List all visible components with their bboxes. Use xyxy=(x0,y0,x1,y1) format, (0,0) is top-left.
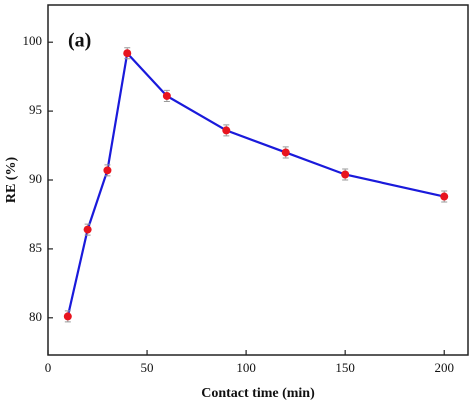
data-point xyxy=(222,126,231,135)
series-line xyxy=(66,50,445,317)
data-point xyxy=(162,91,171,100)
plot-frame xyxy=(47,4,469,356)
y-tick-label: 90 xyxy=(29,171,42,186)
x-tick-label: 50 xyxy=(141,360,154,375)
x-axis-label: Contact time (min) xyxy=(201,386,315,401)
x-tick-label: 200 xyxy=(434,360,454,375)
y-tick-label: 85 xyxy=(29,240,42,255)
y-tick-label: 95 xyxy=(29,102,42,117)
data-point xyxy=(440,192,449,201)
y-tick-label: 80 xyxy=(29,309,42,324)
data-point xyxy=(123,49,132,58)
x-tick-label: 100 xyxy=(236,360,256,375)
data-point xyxy=(341,170,350,179)
x-tick-label: 150 xyxy=(335,360,355,375)
y-tick-label: 100 xyxy=(23,33,43,48)
data-point xyxy=(63,312,72,321)
x-tick-label: 0 xyxy=(45,360,52,375)
data-point xyxy=(83,225,92,234)
data-point xyxy=(103,166,112,175)
annotation: (a) xyxy=(68,30,91,52)
data-point xyxy=(281,148,290,157)
y-axis-label: RE (%) xyxy=(4,157,19,204)
